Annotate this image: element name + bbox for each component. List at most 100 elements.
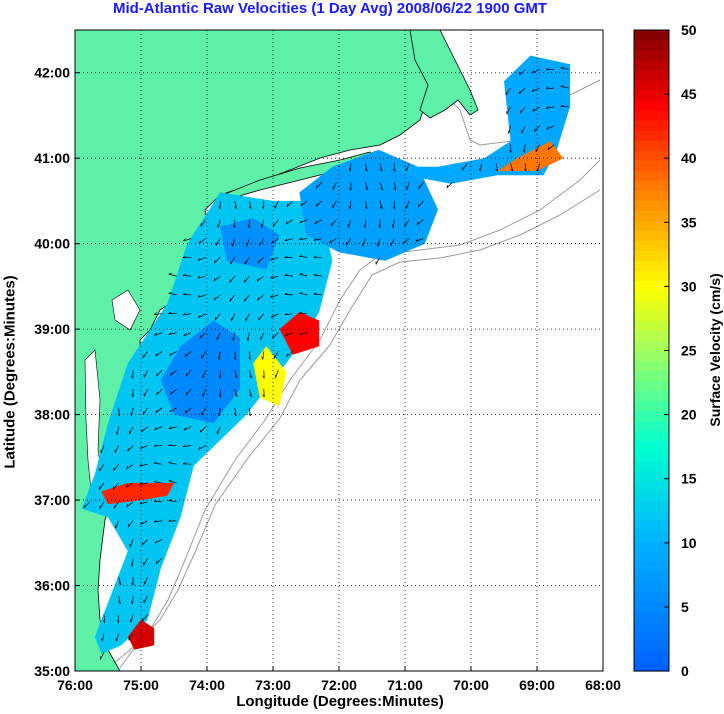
velocity-vector-head: [183, 427, 186, 431]
colorbar-band: [634, 550, 669, 562]
velocity-vector: [140, 520, 148, 526]
velocity-vector: [330, 219, 337, 227]
colorbar-band: [634, 250, 669, 261]
colorbar-band: [634, 480, 669, 492]
lat-tick-label: 36:00: [34, 578, 70, 594]
velocity-region-new-york-bight-slow: [220, 218, 280, 270]
colorbar-band: [634, 170, 669, 181]
velocity-vector: [299, 256, 308, 258]
velocity-vector-head: [202, 374, 204, 378]
velocity-vector-head: [170, 372, 172, 376]
velocity-vector-head: [380, 187, 384, 190]
y-axis-label: Latitude (Degrees:Minutes): [1, 275, 19, 469]
velocity-vector-head: [270, 294, 273, 298]
velocity-vector-head: [232, 337, 234, 341]
velocity-vector: [248, 200, 252, 209]
colorbar-band: [634, 630, 669, 642]
velocity-vector: [198, 313, 206, 319]
velocity-region-shelf-break-jet-mid: [279, 312, 320, 355]
velocity-vector-head: [185, 392, 187, 396]
velocity-vector-head: [233, 356, 237, 360]
lat-tick-label: 38:00: [34, 407, 70, 423]
velocity-vector-head: [139, 482, 143, 485]
velocity-vector-head: [115, 638, 117, 642]
colorbar-label: Surface Velocity (cm/s): [707, 273, 723, 427]
velocity-vector: [362, 238, 366, 247]
velocity-vector: [346, 238, 352, 246]
colorbar-band: [634, 260, 669, 271]
velocity-vector: [168, 292, 177, 296]
velocity-vector: [246, 238, 250, 247]
colorbar-band: [634, 580, 669, 592]
velocity-vector: [100, 445, 105, 454]
velocity-vector-head: [262, 394, 265, 398]
colorbar-band: [634, 370, 669, 382]
velocity-vector-head: [168, 311, 172, 314]
colorbar-band: [634, 200, 669, 211]
velocity-vector: [462, 163, 468, 171]
velocity-vector: [154, 313, 163, 315]
velocity-vector-head: [213, 297, 216, 301]
colorbar-band: [634, 50, 669, 61]
velocity-vector: [156, 369, 163, 377]
colorbar-band: [634, 460, 669, 472]
velocity-vector-head: [142, 617, 144, 621]
velocity-vector-head: [197, 275, 201, 279]
velocity-vector: [213, 294, 221, 301]
colorbar-tick-label: 5: [681, 599, 689, 615]
velocity-vector-head: [270, 257, 273, 261]
velocity-vector-head: [364, 206, 368, 210]
velocity-vector-head: [285, 333, 288, 337]
lon-tick-label: 72:00: [321, 677, 357, 693]
velocity-vector: [247, 332, 250, 341]
velocity-vector-head: [299, 273, 303, 275]
velocity-vector-head: [270, 314, 274, 318]
velocity-vector-head: [118, 601, 121, 604]
velocity-vector: [168, 480, 177, 484]
colorbar-band: [634, 300, 669, 312]
velocity-vector: [130, 614, 134, 623]
velocity-vector: [546, 125, 555, 130]
velocity-vector-head: [256, 278, 259, 282]
velocity-vector-head: [130, 563, 133, 567]
velocity-vector: [257, 257, 265, 264]
velocity-vector: [140, 445, 148, 450]
velocity-vector: [142, 614, 148, 622]
velocity-vector-head: [234, 206, 237, 210]
colorbar-band: [634, 540, 669, 552]
velocity-vector-head: [116, 619, 120, 623]
velocity-vector: [365, 200, 368, 209]
velocity-vector: [154, 520, 163, 523]
velocity-vector: [168, 273, 177, 277]
velocity-vector: [113, 501, 119, 509]
velocity-vector-head: [545, 68, 549, 71]
velocity-vector-head: [547, 146, 550, 151]
velocity-vector: [114, 445, 119, 453]
velocity-vector-head: [507, 130, 510, 134]
velocity-vector-head: [185, 373, 187, 377]
lon-tick-label: 70:00: [453, 677, 489, 693]
velocity-vector: [390, 238, 395, 246]
colorbar-band: [634, 430, 669, 442]
colorbar-band: [634, 390, 669, 402]
velocity-vector-head: [168, 443, 172, 446]
velocity-vector-head: [101, 638, 103, 642]
colorbar-tick-label: 45: [681, 86, 697, 102]
velocity-vector: [198, 256, 206, 261]
velocity-vector-head: [83, 504, 86, 508]
velocity-vector-head: [127, 448, 129, 452]
velocity-vector-head: [154, 540, 157, 544]
colorbar-band: [634, 30, 669, 41]
velocity-vector: [270, 256, 279, 261]
colorbar-band: [634, 160, 669, 171]
velocity-vector-head: [182, 462, 186, 465]
velocity-vector-head: [532, 70, 535, 74]
velocity-vector-head: [198, 240, 201, 244]
velocity-vector-head: [257, 297, 259, 301]
velocity-vector: [83, 501, 90, 509]
colorbar-band: [634, 620, 669, 632]
velocity-vector: [143, 595, 148, 604]
velocity-vector: [418, 181, 424, 189]
velocity-vector-head: [246, 337, 249, 341]
velocity-vector-head: [260, 224, 263, 228]
